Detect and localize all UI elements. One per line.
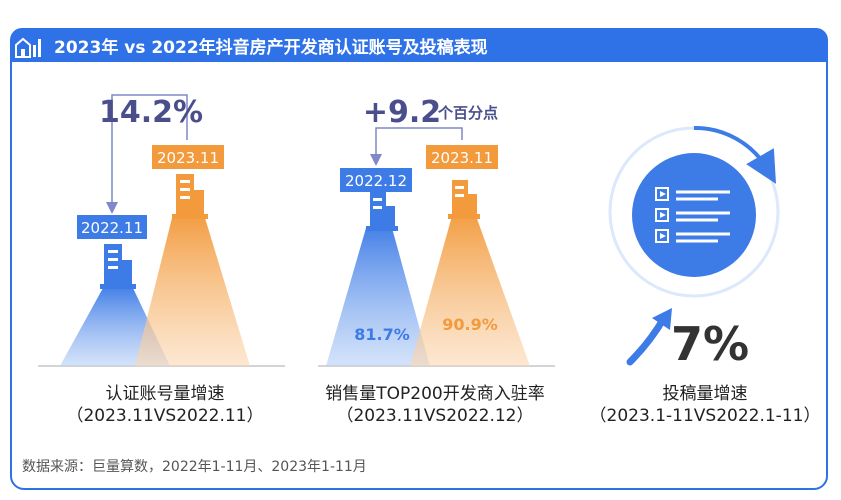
tag-2023-11 [152,145,224,169]
building-icon-blue-1 [100,244,136,289]
growth-value-1: 14.2% [99,95,203,130]
building-icon-orange-2 [448,180,480,219]
spotlight-2023-11-b [410,216,530,366]
panel-2-label: 销售量TOP200开发商入驻率 [325,384,545,404]
panel-1-period: （2023.11VS2022.11） [66,406,264,426]
growth-unit-2: 个百分点 [437,104,498,122]
growth-arrow-head [652,308,672,330]
header-title: 2023年 vs 2022年抖音房产开发商认证账号及投稿表现 [54,38,488,58]
growth-value-2: +9.2 [363,95,441,130]
video-list-icon [655,187,730,243]
panel-2-period: （2023.11VS2022.12） [336,406,534,426]
category-label-2022-12: 2022.12 [345,172,407,190]
tag-2023-11-b [426,145,498,169]
connector-2 [370,127,463,166]
building-icon-blue-2 [366,192,398,231]
category-label-2022-11: 2022.11 [81,219,143,237]
panel-1-label: 认证账号量增速 [105,384,225,404]
building-chart-icon [15,37,41,58]
ring-arc-arrow [693,125,777,184]
panel-3-period: （2023.1-11VS2022.1-11） [589,406,821,426]
growth-arrow-icon [626,314,668,366]
spotlight-2023-11 [135,218,250,366]
connector-1 [106,94,188,214]
category-label-2023-11: 2023.11 [157,149,219,167]
tag-2022-12 [340,168,412,192]
tag-2022-11 [77,215,147,239]
list-circle [632,153,756,277]
data-source-note: 数据来源：巨量算数，2022年1-11月、2023年1-11月 [22,459,367,475]
data-label-90-9: 90.9% [442,315,498,334]
building-icon-orange-1 [172,174,208,219]
data-label-81-7: 81.7% [354,325,410,344]
spotlight-2022-12 [326,228,430,366]
panel-3-label: 投稿量增速 [662,384,748,404]
growth-value-3: 7% [671,317,749,371]
category-label-2023-11-b: 2023.11 [431,149,493,167]
header-bar [10,28,828,62]
